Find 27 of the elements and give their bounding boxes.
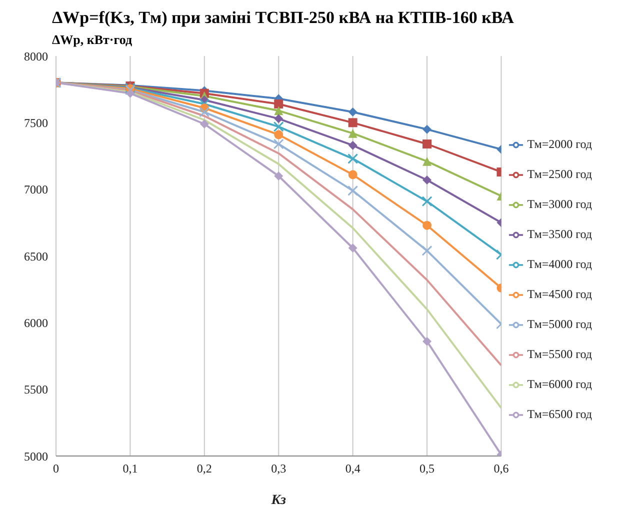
legend-label: Тм=5500 год bbox=[527, 347, 592, 361]
legend-label: Тм=6500 год bbox=[527, 407, 592, 421]
y-axis-title: ΔWр, кВт·год bbox=[51, 32, 134, 48]
y-tick-label: 6000 bbox=[24, 316, 48, 330]
x-tick-label: 0 bbox=[53, 462, 59, 476]
legend-label: Тм=4000 год bbox=[527, 257, 592, 271]
x-tick-label: 0,2 bbox=[196, 462, 212, 476]
x-tick-label: 0,3 bbox=[271, 462, 286, 476]
x-tick-label: 0,4 bbox=[345, 462, 360, 476]
chart-title: ΔWр=f(Kз, Tм) при заміні ТСВП-250 кВА на КТПВ-160 кВА bbox=[51, 8, 515, 29]
y-tick-label: 5000 bbox=[24, 449, 48, 464]
y-tick-label: 5500 bbox=[24, 382, 48, 397]
y-tick-label: 7000 bbox=[24, 182, 48, 197]
legend-label: Тм=4500 год bbox=[527, 287, 592, 301]
y-tick-label: 8000 bbox=[24, 49, 48, 64]
x-tick-label: 0,6 bbox=[494, 462, 509, 476]
legend-label: Тм=2500 год bbox=[527, 167, 592, 181]
x-axis-title: Kз bbox=[270, 493, 287, 508]
legend-label: Тм=3500 год bbox=[527, 227, 592, 241]
legend-label: Тм=6000 год bbox=[527, 377, 592, 391]
x-tick-label: 0,5 bbox=[420, 462, 435, 476]
y-tick-label: 6500 bbox=[24, 249, 48, 264]
x-tick-label: 0,1 bbox=[122, 462, 138, 476]
legend-label: Тм=5000 год bbox=[527, 317, 592, 331]
legend-label: Тм=3000 год bbox=[527, 197, 592, 211]
y-tick-label: 7500 bbox=[24, 116, 48, 130]
legend-label: Тм=2000 год bbox=[527, 137, 592, 151]
